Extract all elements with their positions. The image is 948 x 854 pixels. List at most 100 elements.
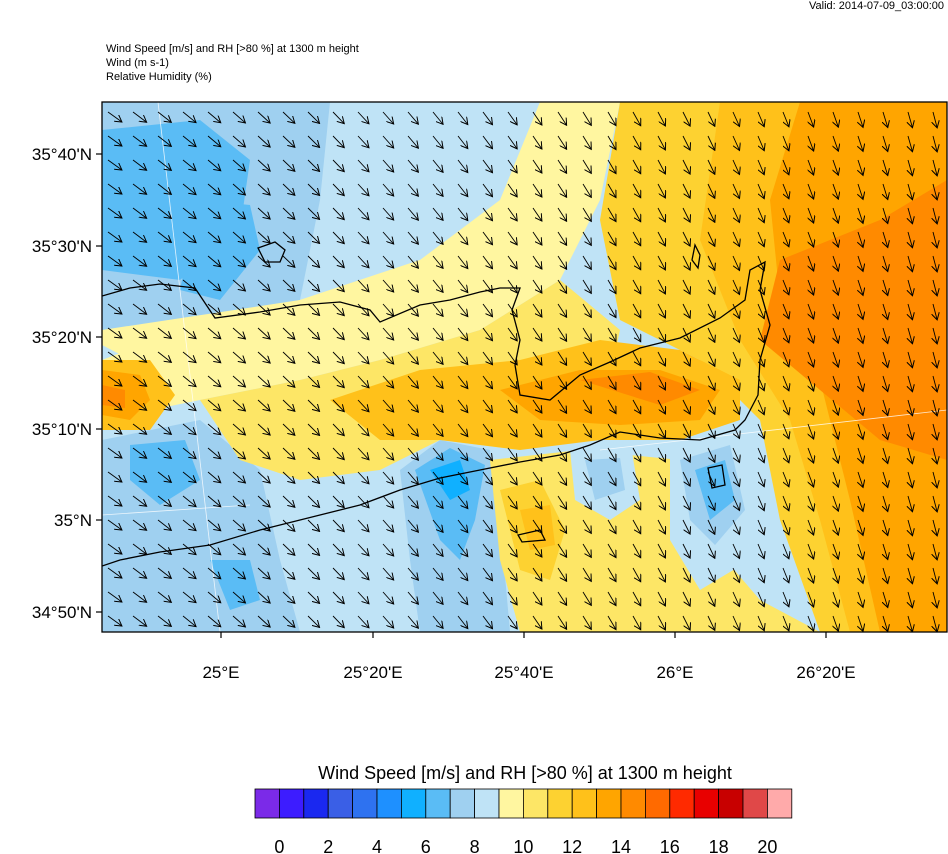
wind-arrow	[482, 615, 492, 629]
wind-arrow	[382, 327, 394, 340]
lat-label: 35°10'N	[32, 420, 92, 439]
wind-arrow	[707, 135, 715, 150]
wind-arrow	[732, 135, 740, 150]
wind-arrow	[132, 207, 147, 218]
wind-arrow	[732, 495, 740, 510]
wind-arrow	[182, 615, 196, 627]
wind-arrow	[582, 615, 591, 629]
wind-arrow	[357, 183, 369, 196]
wind-arrow	[332, 231, 344, 244]
wind-arrow	[757, 399, 764, 415]
wind-arrow	[657, 519, 665, 534]
wind-arrow	[732, 447, 740, 462]
wind-arrow	[632, 495, 641, 510]
wind-arrow	[657, 399, 665, 414]
wind-arrow	[707, 231, 715, 246]
wind-arrow	[507, 351, 517, 365]
wind-arrow	[833, 207, 838, 223]
colorbar-title: Wind Speed [m/s] and RH [>80 %] at 1300 …	[318, 763, 732, 783]
wind-arrow	[557, 255, 567, 269]
wind-arrow	[382, 183, 394, 196]
wind-arrow	[507, 471, 517, 485]
wind-arrow	[507, 135, 517, 149]
colorbar-tick-label: 12	[562, 837, 582, 854]
wind-arrow	[232, 159, 245, 171]
wind-arrow	[607, 159, 616, 174]
wind-arrow	[332, 471, 344, 484]
wind-arrow	[182, 567, 196, 579]
wind-arrow	[732, 159, 740, 174]
wind-arrow	[282, 183, 295, 195]
wind-arrow	[833, 159, 838, 175]
wind-arrow	[332, 279, 344, 292]
wind-arrow	[207, 183, 221, 195]
wind-arrow	[282, 447, 295, 459]
wind-arrow	[207, 303, 221, 315]
wind-arrow	[432, 447, 443, 460]
wind-arrow	[357, 135, 369, 148]
wind-arrow	[933, 591, 937, 608]
wind-arrow	[707, 279, 715, 294]
wind-arrow	[632, 519, 641, 534]
wind-arrow	[632, 231, 641, 246]
wind-arrow	[132, 351, 147, 362]
wind-arrow	[257, 279, 270, 291]
wind-arrow	[432, 159, 443, 172]
wind-arrow	[407, 423, 418, 436]
wind-arrow	[808, 591, 814, 607]
wind-arrow	[507, 543, 517, 557]
wind-arrow	[507, 375, 517, 389]
colorbar-tick-label: 20	[757, 837, 777, 854]
wind-arrow	[307, 519, 320, 531]
wind-arrow	[307, 423, 320, 435]
wind-arrow	[457, 159, 468, 173]
wind-arrow	[207, 111, 221, 123]
wind-arrow	[207, 447, 221, 459]
wind-arrow	[382, 543, 394, 556]
wind-arrow	[482, 207, 492, 221]
wind-arrow	[632, 279, 641, 294]
wind-arrow	[607, 447, 616, 462]
wind-arrow	[707, 399, 715, 414]
wind-arrow	[132, 159, 147, 170]
wind-arrow	[307, 207, 320, 219]
wind-arrow	[607, 111, 616, 126]
wind-arrow	[182, 423, 196, 435]
wind-arrow	[257, 183, 270, 195]
wind-arrow	[232, 255, 245, 267]
wind-arrow	[232, 207, 245, 219]
colorbar-swatch	[303, 788, 329, 819]
wind-arrow	[933, 183, 937, 200]
wind-arrow	[232, 471, 245, 483]
lat-label: 35°30'N	[32, 237, 92, 256]
wind-arrow	[357, 591, 369, 604]
wind-arrow	[582, 303, 591, 317]
wind-arrow	[107, 231, 122, 242]
colorbar-swatch	[669, 788, 695, 819]
wind-arrow	[757, 375, 764, 391]
wind-arrow	[883, 159, 888, 176]
wind-arrow	[657, 207, 665, 222]
wind-arrow	[507, 399, 517, 413]
wind-arrow	[908, 303, 912, 320]
wind-arrow	[808, 327, 814, 343]
wind-arrow	[432, 207, 443, 220]
wind-arrow	[682, 183, 690, 198]
wind-arrow	[207, 375, 221, 387]
wind-arrow	[858, 375, 863, 391]
wind-arrow	[632, 135, 641, 150]
colorbar-tick-label: 16	[660, 837, 680, 854]
lon-label: 25°20'E	[343, 663, 402, 682]
wind-arrow	[883, 183, 888, 200]
wind-arrow	[432, 231, 443, 244]
wind-arrow	[732, 351, 740, 366]
wind-arrow	[782, 255, 789, 271]
colorbar-swatch	[352, 788, 378, 819]
wind-arrow	[833, 591, 838, 607]
colorbar-swatch	[278, 788, 305, 819]
wind-arrow	[507, 423, 517, 437]
wind-arrow	[557, 399, 567, 413]
wind-arrow	[257, 519, 270, 531]
wind-arrow	[132, 423, 147, 434]
wind-arrow	[482, 327, 492, 341]
